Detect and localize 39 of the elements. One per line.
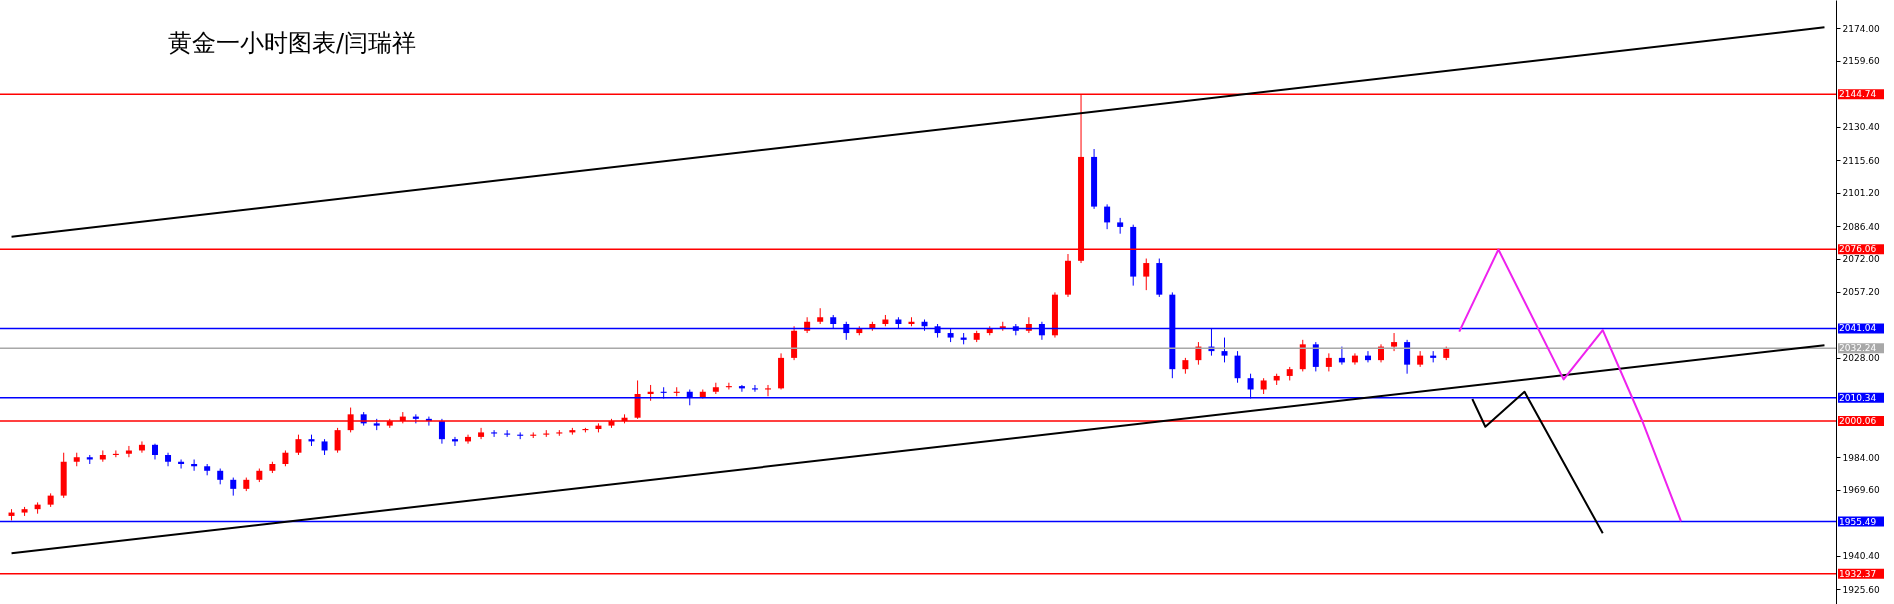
candlestick [230, 477, 237, 497]
y-tick-label: 2072.00 [1842, 254, 1880, 265]
candlestick [1234, 350, 1241, 384]
y-tick-label: 2130.40 [1842, 122, 1880, 133]
candlestick [1312, 341, 1319, 372]
ref-line-label: 2032.24 [1839, 343, 1877, 354]
text: 黄金一小时图表/闫瑞祥 [168, 29, 417, 57]
y-tick-label: 2028.00 [1842, 353, 1880, 364]
line-series [1458, 248, 1683, 523]
y-tick-label: 1969.60 [1842, 485, 1880, 496]
candlestick [334, 427, 341, 454]
y-tick-label: 2101.20 [1842, 188, 1880, 199]
ref-line-label: 2000.06 [1839, 415, 1877, 426]
y-tick-label: 1925.60 [1842, 584, 1880, 595]
y-tick-label: 2174.00 [1842, 23, 1880, 34]
candlestick [1404, 339, 1411, 375]
candlestick [1104, 203, 1111, 230]
y-tick-label: 2057.20 [1842, 287, 1880, 298]
y-tick-label: 1940.40 [1842, 551, 1880, 562]
candlestick [491, 429, 498, 438]
ref-line-label: 2010.34 [1839, 392, 1877, 403]
y-tick-label: 2115.60 [1842, 155, 1880, 166]
ref-line-label: 2076.06 [1839, 244, 1877, 255]
candlestick [478, 427, 485, 440]
line-series [1471, 390, 1604, 535]
candlestick [295, 434, 302, 456]
y-tick-label: 1984.00 [1842, 452, 1880, 463]
candlestick [1221, 337, 1228, 363]
y-tick-label: 2086.40 [1842, 221, 1880, 232]
ref-line-label: 1955.49 [1839, 516, 1877, 527]
ref-line-label: 2041.04 [1839, 323, 1877, 334]
candlestick [1391, 332, 1398, 352]
candlestick [1143, 258, 1150, 291]
ref-line-label: 2144.74 [1839, 89, 1877, 100]
candlestick [1325, 352, 1332, 372]
candlestick [438, 418, 445, 445]
ref-line-label: 1932.37 [1839, 568, 1877, 579]
y-tick-label: 2159.60 [1842, 56, 1880, 67]
candlestick [125, 445, 132, 458]
